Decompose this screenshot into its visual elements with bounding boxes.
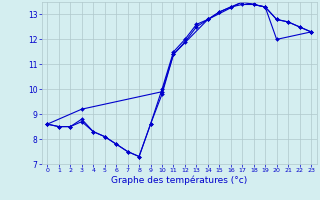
- X-axis label: Graphe des températures (°c): Graphe des températures (°c): [111, 176, 247, 185]
